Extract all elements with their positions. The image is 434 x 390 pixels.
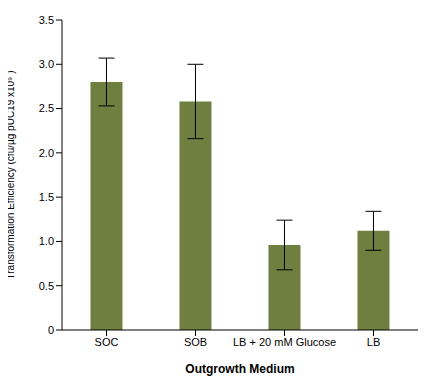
svg-text:0: 0 — [48, 324, 54, 336]
svg-text:Transformation Efficiency (cfu: Transformation Efficiency (cfu/µg pUC19 … — [8, 70, 16, 279]
svg-text:3.0: 3.0 — [39, 58, 54, 70]
svg-text:LB + 20 mM Glucose: LB + 20 mM Glucose — [233, 336, 336, 348]
svg-text:1.5: 1.5 — [39, 191, 54, 203]
svg-text:2.5: 2.5 — [39, 102, 54, 114]
svg-text:SOB: SOB — [184, 336, 207, 348]
svg-text:3.5: 3.5 — [39, 14, 54, 26]
svg-text:SOC: SOC — [95, 336, 119, 348]
svg-text:2.0: 2.0 — [39, 147, 54, 159]
svg-text:Outgrowth Medium: Outgrowth Medium — [185, 362, 294, 376]
svg-text:LB: LB — [367, 336, 380, 348]
svg-text:1.0: 1.0 — [39, 235, 54, 247]
svg-text:0.5: 0.5 — [39, 280, 54, 292]
